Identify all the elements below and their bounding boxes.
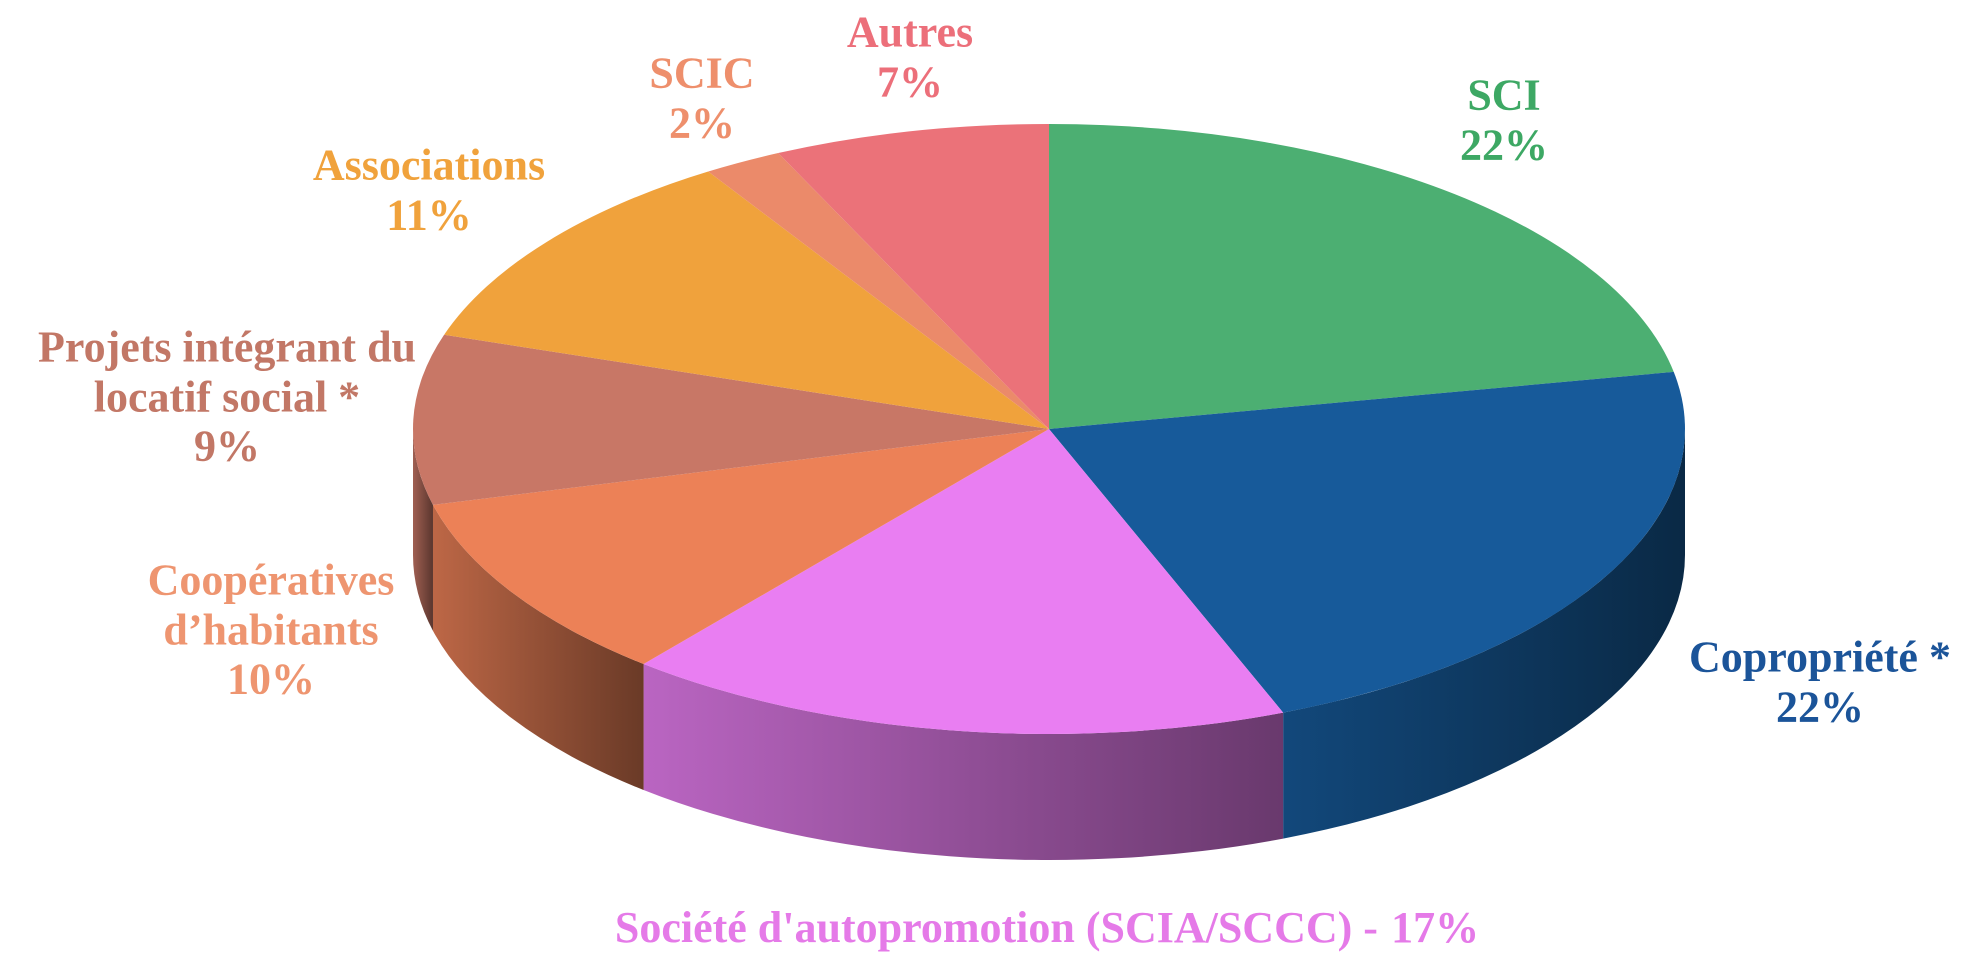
slice bbox=[1049, 124, 1674, 429]
slice bbox=[432, 429, 1050, 665]
value-label: 11% bbox=[386, 190, 472, 239]
value-label: 10% bbox=[227, 654, 315, 704]
category-label: Projets intégrant du locatif social * bbox=[37, 322, 417, 422]
slice-side bbox=[413, 429, 433, 631]
category-label: Autres bbox=[846, 7, 974, 57]
slice-side bbox=[1283, 429, 1685, 839]
slice-label: Projets intégrant du locatif social * 9% bbox=[12, 322, 442, 471]
value-label: 2% bbox=[669, 98, 735, 147]
pie-sides bbox=[413, 429, 1685, 860]
slice-label: Associations 11% bbox=[269, 140, 589, 239]
slice-label: Copropriété * 22% bbox=[1640, 632, 1977, 731]
value-label: 22% bbox=[1460, 120, 1548, 169]
value-label: 22% bbox=[1776, 682, 1864, 731]
slice-label: SCI 22% bbox=[1354, 70, 1654, 169]
slice-label: Société d'autopromotion (SCIA/SCCC) - 17% bbox=[347, 903, 1747, 953]
slice-label: Autres 7% bbox=[810, 7, 1010, 106]
slice bbox=[444, 171, 1049, 429]
slice bbox=[643, 429, 1284, 734]
category-label: SCI bbox=[1467, 70, 1541, 120]
value-label: 7% bbox=[877, 57, 943, 106]
slice-side bbox=[432, 504, 644, 791]
slice bbox=[708, 153, 1049, 429]
category-label: Coopératives d’habitants bbox=[147, 555, 395, 655]
category-label: SCIC bbox=[649, 48, 755, 98]
slice bbox=[778, 124, 1049, 429]
category-label: Société d'autopromotion (SCIA/SCCC) - bbox=[614, 903, 1378, 953]
slice bbox=[413, 334, 1050, 505]
slice bbox=[1049, 371, 1686, 713]
slice-label: Coopératives d’habitants 10% bbox=[111, 555, 431, 704]
value-label: 9% bbox=[194, 421, 260, 471]
value-label: 17% bbox=[1391, 903, 1480, 953]
category-label: Associations bbox=[312, 140, 546, 190]
slice-side bbox=[643, 664, 1284, 860]
category-label: Copropriété * bbox=[1689, 632, 1951, 682]
slice-label: SCIC 2% bbox=[602, 48, 802, 147]
